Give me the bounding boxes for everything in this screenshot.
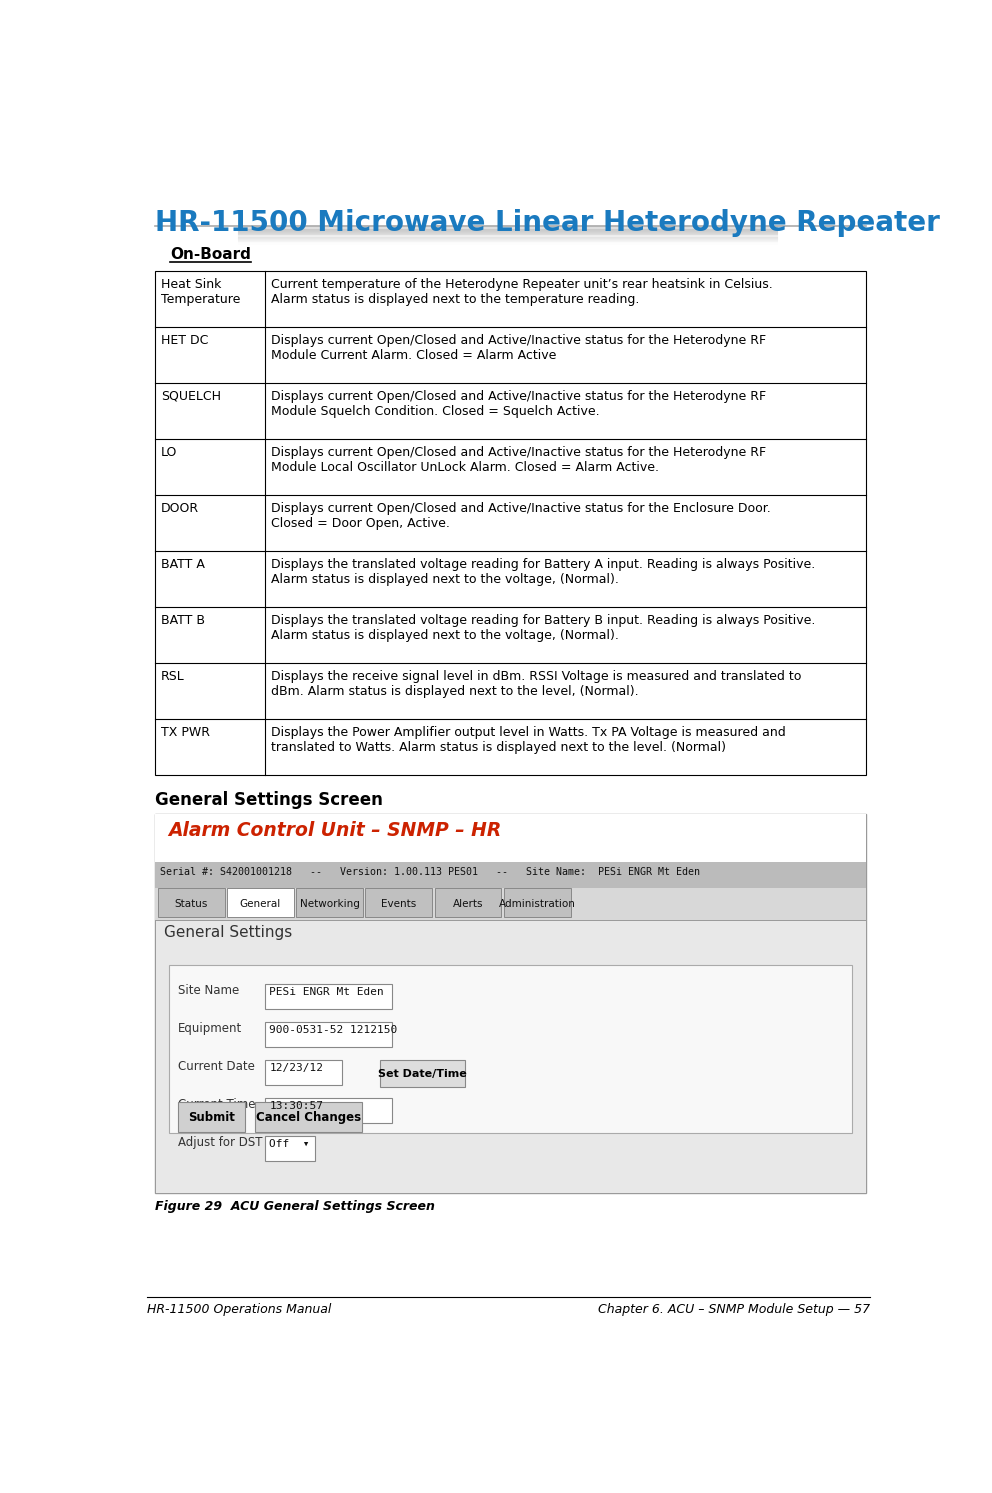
Bar: [169, 966, 852, 1133]
Bar: [380, 1060, 464, 1087]
Bar: [155, 861, 866, 888]
Text: Displays the Power Amplifier output level in Watts. Tx PA Voltage is measured an: Displays the Power Amplifier output leve…: [271, 726, 786, 754]
Bar: [178, 1102, 245, 1132]
Text: HR-11500 Microwave Linear Heterodyne Repeater: HR-11500 Microwave Linear Heterodyne Rep…: [155, 209, 939, 237]
Text: Administration: Administration: [499, 899, 575, 909]
Bar: [265, 1060, 341, 1085]
Bar: [265, 1021, 392, 1047]
Text: Displays current Open/Closed and Active/Inactive status for the Heterodyne RF
Mo: Displays current Open/Closed and Active/…: [271, 446, 766, 473]
Text: BATT A: BATT A: [161, 558, 204, 570]
Text: 12/23/12: 12/23/12: [269, 1063, 323, 1073]
Text: General Settings Screen: General Settings Screen: [155, 791, 383, 809]
Text: RSL: RSL: [161, 670, 185, 682]
Text: DOOR: DOOR: [161, 502, 199, 515]
Text: Equipment: Equipment: [178, 1021, 242, 1035]
Text: Chapter 6. ACU – SNMP Module Setup — 57: Chapter 6. ACU – SNMP Module Setup — 57: [597, 1303, 870, 1317]
Text: Heat Sink
Temperature: Heat Sink Temperature: [161, 278, 240, 306]
Text: Events: Events: [381, 899, 417, 909]
Bar: [504, 888, 570, 917]
Bar: [365, 888, 433, 917]
Text: On-Board: On-Board: [171, 246, 251, 261]
Text: Alarm Control Unit – SNMP – HR: Alarm Control Unit – SNMP – HR: [169, 821, 502, 839]
Text: General: General: [240, 899, 281, 909]
Text: Current temperature of the Heterodyne Repeater unit’s rear heatsink in Celsius.
: Current temperature of the Heterodyne Re…: [271, 278, 773, 306]
Bar: [155, 920, 866, 1193]
Bar: [434, 888, 502, 917]
Text: Adjust for DST: Adjust for DST: [178, 1136, 262, 1148]
Bar: [158, 888, 225, 917]
Text: Figure 29  ACU General Settings Screen: Figure 29 ACU General Settings Screen: [155, 1200, 434, 1212]
Text: Cancel Changes: Cancel Changes: [256, 1111, 361, 1124]
Bar: [265, 1097, 392, 1123]
Bar: [155, 272, 866, 775]
Bar: [155, 814, 866, 1193]
Text: PESi ENGR Mt Eden: PESi ENGR Mt Eden: [269, 987, 384, 997]
Text: Displays current Open/Closed and Active/Inactive status for the Heterodyne RF
Mo: Displays current Open/Closed and Active/…: [271, 334, 766, 361]
Bar: [265, 984, 392, 1009]
Text: Displays the translated voltage reading for Battery A input. Reading is always P: Displays the translated voltage reading …: [271, 558, 815, 585]
Text: Status: Status: [175, 899, 208, 909]
Text: Set Date/Time: Set Date/Time: [378, 1069, 466, 1078]
Text: Displays current Open/Closed and Active/Inactive status for the Heterodyne RF
Mo: Displays current Open/Closed and Active/…: [271, 390, 766, 418]
Text: Serial #: S42001001218   --   Version: 1.00.113 PES01   --   Site Name:  PESi EN: Serial #: S42001001218 -- Version: 1.00.…: [160, 866, 700, 876]
Text: SQUELCH: SQUELCH: [161, 390, 221, 403]
Text: HET DC: HET DC: [161, 334, 208, 346]
Text: Displays the receive signal level in dBm. RSSI Voltage is measured and translate: Displays the receive signal level in dBm…: [271, 670, 802, 697]
Text: Displays the translated voltage reading for Battery B input. Reading is always P: Displays the translated voltage reading …: [271, 614, 815, 642]
Text: Displays current Open/Closed and Active/Inactive status for the Enclosure Door.
: Displays current Open/Closed and Active/…: [271, 502, 771, 530]
Text: Alerts: Alerts: [452, 899, 483, 909]
Text: Submit: Submit: [188, 1111, 235, 1124]
Text: 13:30:57: 13:30:57: [269, 1102, 323, 1111]
Text: Site Name: Site Name: [178, 984, 239, 997]
Text: HR-11500 Operations Manual: HR-11500 Operations Manual: [147, 1303, 331, 1317]
Bar: [155, 814, 866, 861]
Bar: [227, 888, 294, 917]
Text: Networking: Networking: [300, 899, 359, 909]
Text: Off  ▾: Off ▾: [269, 1139, 310, 1150]
Bar: [255, 1102, 362, 1132]
Text: BATT B: BATT B: [161, 614, 205, 627]
Bar: [265, 1136, 314, 1162]
Text: General Settings: General Settings: [164, 926, 293, 941]
Text: LO: LO: [161, 446, 178, 458]
Bar: [155, 888, 866, 920]
Text: Current Time: Current Time: [178, 1097, 255, 1111]
Text: Current Date: Current Date: [178, 1060, 255, 1073]
Text: TX PWR: TX PWR: [161, 726, 210, 739]
Text: 900-0531-52 1212150: 900-0531-52 1212150: [269, 1026, 398, 1035]
Bar: [297, 888, 363, 917]
